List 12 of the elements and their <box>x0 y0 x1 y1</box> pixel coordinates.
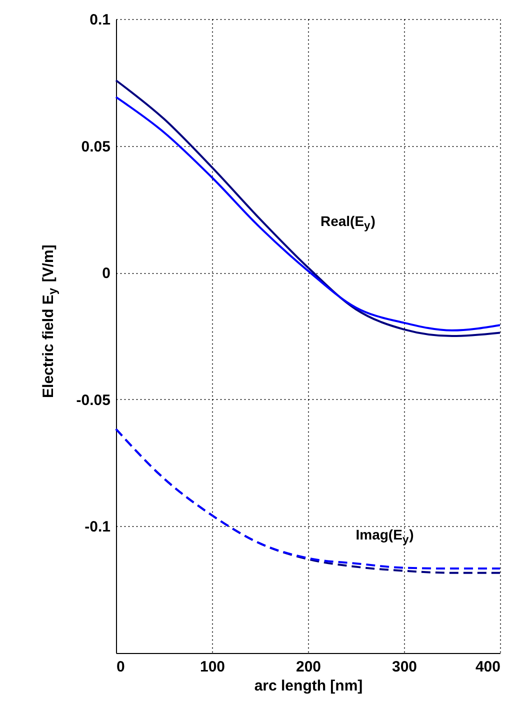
x-tick-label: 0 <box>116 658 125 676</box>
x-axis-title: arc length [nm] <box>254 678 363 694</box>
y-tick-label: -0.1 <box>84 518 110 536</box>
x-tick-label: 100 <box>200 658 226 676</box>
y-tick-label: -0.05 <box>76 392 110 409</box>
y-tick-label: 0 <box>102 265 110 282</box>
x-tick-label: 400 <box>475 658 500 676</box>
y-axis-title: Electric field Ey [V/m] <box>40 244 60 398</box>
y-tick-label: 0.1 <box>90 12 110 28</box>
x-tick-label: 300 <box>392 658 418 676</box>
y-tick-label: 0.05 <box>81 138 110 156</box>
x-tick-label: 200 <box>296 658 322 676</box>
